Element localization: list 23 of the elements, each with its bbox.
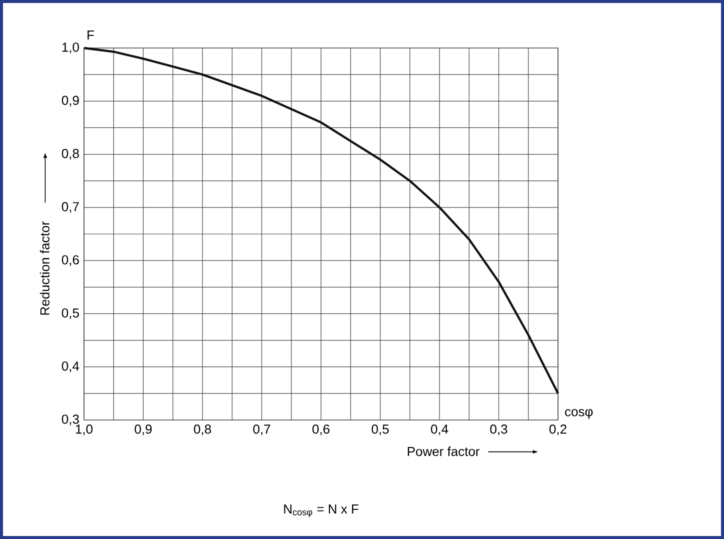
x-tick-label: 1,0	[76, 424, 93, 436]
x-tick-label: 0,6	[312, 424, 330, 436]
text: F	[88, 30, 94, 40]
y-tick-label: 0,4	[62, 361, 80, 372]
y-axis-title: Reduction factor	[40, 221, 50, 315]
x-tick-label: 0,7	[253, 424, 270, 436]
x-axis-title: Power factor	[408, 446, 480, 456]
x-tick-label: 0,2	[549, 424, 566, 436]
x-tick-label: 0,5	[372, 424, 389, 436]
y-tick-label: 0,8	[62, 148, 79, 160]
text: N$_{cosφ}$ = N x F	[284, 504, 358, 518]
x-tick-label: 0,9	[134, 424, 152, 436]
y-tick-label: 0,5	[62, 308, 79, 320]
y-tick-label: 0,7	[62, 202, 79, 213]
y-tick-label: 1,0	[62, 42, 79, 54]
y-tick-label: 0,9	[62, 96, 79, 107]
line-series	[82, 46, 560, 395]
x-tick-label: 0,8	[194, 424, 211, 436]
y-tick-label: 0,3	[62, 414, 79, 426]
x-tick-label: 0,4	[430, 424, 448, 436]
text: cosφ	[565, 409, 593, 419]
y-tick-label: 0,6	[62, 255, 79, 266]
x-tick-label: 0,3	[490, 424, 508, 436]
